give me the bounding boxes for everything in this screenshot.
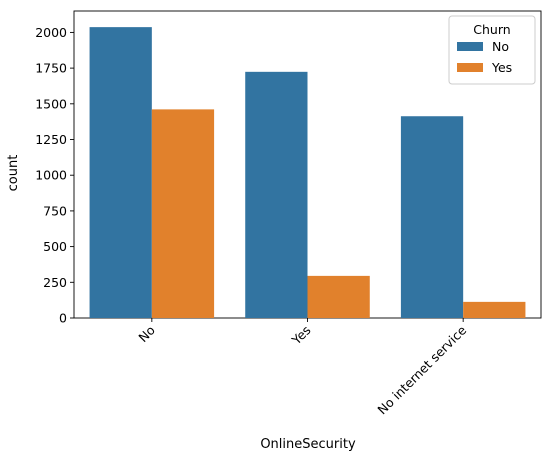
bars-group [89,27,526,319]
y-tick-label: 1500 [35,96,67,111]
bar-no-0 [89,27,152,319]
bar-yes-2 [463,301,526,318]
x-tick-label: No internet service [374,322,469,417]
y-tick-label: 1750 [35,61,67,76]
y-tick-label: 250 [43,275,67,290]
legend-swatch [457,63,483,72]
bar-yes-0 [151,109,215,319]
x-tick-label: Yes [288,323,314,349]
x-axis-label: OnlineSecurity [260,437,356,452]
legend-swatch [457,42,483,51]
y-tick-label: 1000 [35,168,67,183]
y-axis-label: count [6,155,21,192]
y-tick-label: 750 [43,203,67,218]
y-axis: 0 250 500 750 1000 1250 1500 1750 2000 [35,25,74,326]
bar-yes-1 [307,275,370,318]
y-tick-label: 1250 [35,132,67,147]
x-tick-label: No [135,323,158,346]
y-tick-label: 500 [43,239,67,254]
legend: Churn No Yes [448,15,536,85]
y-tick-label: 2000 [35,25,67,40]
bar-no-2 [400,116,464,318]
y-tick-label: 0 [59,311,67,326]
x-axis: No Yes No internet service [135,318,470,417]
legend-title: Churn [473,22,510,37]
legend-label: Yes [491,60,512,75]
bar-no-1 [245,71,308,319]
legend-label: No [492,39,509,54]
